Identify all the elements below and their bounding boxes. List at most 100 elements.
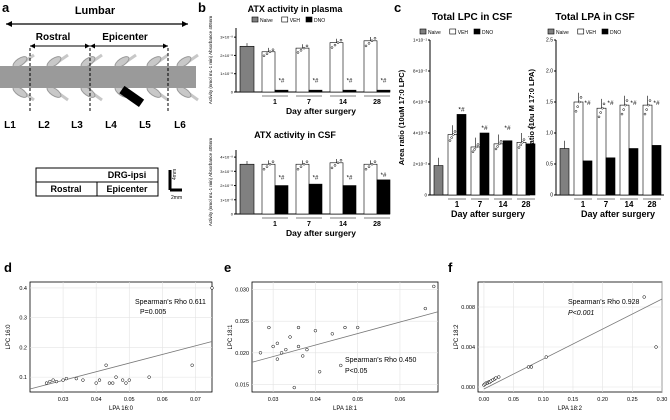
y-tick-label: 0.1 [19, 375, 27, 381]
data-dot-veh [296, 51, 300, 54]
data-point [107, 381, 112, 385]
bar-veh-1 [447, 134, 458, 196]
data-point [54, 379, 59, 384]
category-label-28: 28 [373, 99, 381, 106]
category-label-1: 1 [455, 200, 460, 209]
data-point [654, 345, 658, 349]
csf-chart-title: ATX activity in CSF [254, 130, 336, 140]
y-axis-label: Activity (nmol mL-1 min) Absorbance 405n… [208, 138, 213, 227]
level-label-l6: L6 [174, 120, 186, 131]
level-label-l2: L2 [38, 120, 50, 131]
legend-swatch-dno [305, 16, 313, 23]
data-dot-veh [373, 160, 377, 163]
data-dot-veh [262, 54, 266, 58]
significance-mark: *# [347, 79, 353, 85]
data-point [271, 344, 275, 349]
data-dot-veh [496, 145, 499, 148]
category-label-7: 7 [307, 221, 311, 228]
data-dot-veh [305, 160, 309, 163]
y-tick-label: 3×10⁻⁸ [220, 169, 233, 174]
bar-naive [239, 45, 255, 93]
y-tick-label: 1×10⁻⁸ [220, 197, 233, 202]
data-point [111, 381, 115, 385]
lpa-legend: Naive VEH DNO [547, 28, 621, 36]
bar-veh-1 [261, 51, 276, 93]
x-tick-label: 0.10 [538, 397, 549, 403]
data-dot-veh [499, 140, 503, 143]
category-label-7: 7 [307, 99, 311, 106]
data-dot-veh [450, 136, 453, 139]
data-dot-veh [265, 165, 269, 168]
y-tick-label: 1.5 [546, 100, 553, 106]
data-point [494, 376, 498, 380]
p-value: P=0.005 [140, 309, 166, 316]
lpc-legend: Naive VEH DNO [419, 28, 493, 36]
x-tick-label: 0.05 [508, 397, 519, 403]
data-dot-veh [296, 167, 300, 171]
data-point [301, 354, 305, 358]
data-dot-veh [648, 99, 652, 102]
y-axis-label: LPC 18:2 [454, 324, 460, 350]
y-tick-label: 2.0 [546, 69, 553, 75]
data-point [267, 325, 271, 330]
y-tick-label: 4×10⁻⁸ [220, 155, 233, 160]
data-dot-veh [473, 148, 476, 151]
data-point [526, 365, 531, 369]
data-dot-veh [647, 103, 650, 107]
bar-veh-1 [261, 163, 276, 215]
data-dot-veh [339, 158, 343, 162]
y-axis-label: LPC 18:1 [228, 324, 234, 350]
category-label-14: 14 [339, 221, 347, 228]
data-dot-veh [330, 166, 334, 170]
data-dot-veh [597, 115, 601, 119]
bar-naive [559, 148, 570, 196]
panel-b: b ATX activity in plasma ATX activity in… [198, 0, 391, 238]
data-dot-veh [602, 102, 606, 106]
data-point [288, 335, 292, 339]
lpa-chart-title: Total LPA in CSF [555, 12, 634, 23]
legend-label-naive: Naive [556, 30, 569, 36]
level-label-l4: L4 [105, 120, 117, 131]
category-label-14: 14 [339, 99, 347, 106]
data-point [497, 375, 501, 379]
table-right: Epicenter [106, 184, 148, 194]
x-tick-label: 0.03 [58, 397, 69, 403]
data-dot-veh [262, 167, 266, 171]
legend-swatch-veh [577, 28, 585, 35]
bar-dno-14 [342, 185, 357, 215]
y-tick-label: 0.5 [546, 162, 553, 168]
bar-veh-14 [493, 143, 504, 196]
data-dot-veh [336, 161, 340, 165]
x-axis-label: Day after surgery [581, 209, 655, 219]
significance-mark: *# [481, 125, 488, 132]
bar-veh-14 [619, 104, 630, 196]
significance-mark: *# [607, 100, 614, 107]
data-dot-veh [599, 111, 602, 114]
panel-e-letter: e [224, 260, 231, 275]
x-tick-label: 0.30 [657, 397, 668, 403]
significance-mark: *# [653, 100, 660, 107]
data-dot-veh [475, 145, 478, 149]
trend-line [483, 298, 663, 390]
y-tick-label: 6×10⁻² [413, 100, 428, 105]
lumbar-label: Lumbar [75, 5, 116, 17]
data-point [275, 341, 280, 345]
legend-label-dno: DNO [610, 30, 621, 36]
data-dot-veh [453, 130, 457, 133]
y-tick-label: 0.004 [461, 345, 475, 351]
legend-swatch-naive [547, 28, 555, 35]
table-left: Rostral [50, 184, 81, 194]
data-point [61, 378, 65, 382]
data-dot-veh [579, 96, 583, 99]
plasma-chart-title: ATX activity in plasma [248, 4, 344, 14]
data-dot-veh [373, 36, 377, 40]
x-tick-label: 0.03 [268, 397, 279, 403]
data-point [64, 376, 69, 381]
data-point [114, 375, 118, 379]
bar-veh-14 [329, 162, 344, 215]
table-right-cell [96, 181, 159, 197]
spearman-annotation: Spearman's Rho 0.450 [345, 357, 416, 364]
panel-f-letter: f [448, 260, 453, 275]
data-dot-veh [620, 112, 624, 116]
